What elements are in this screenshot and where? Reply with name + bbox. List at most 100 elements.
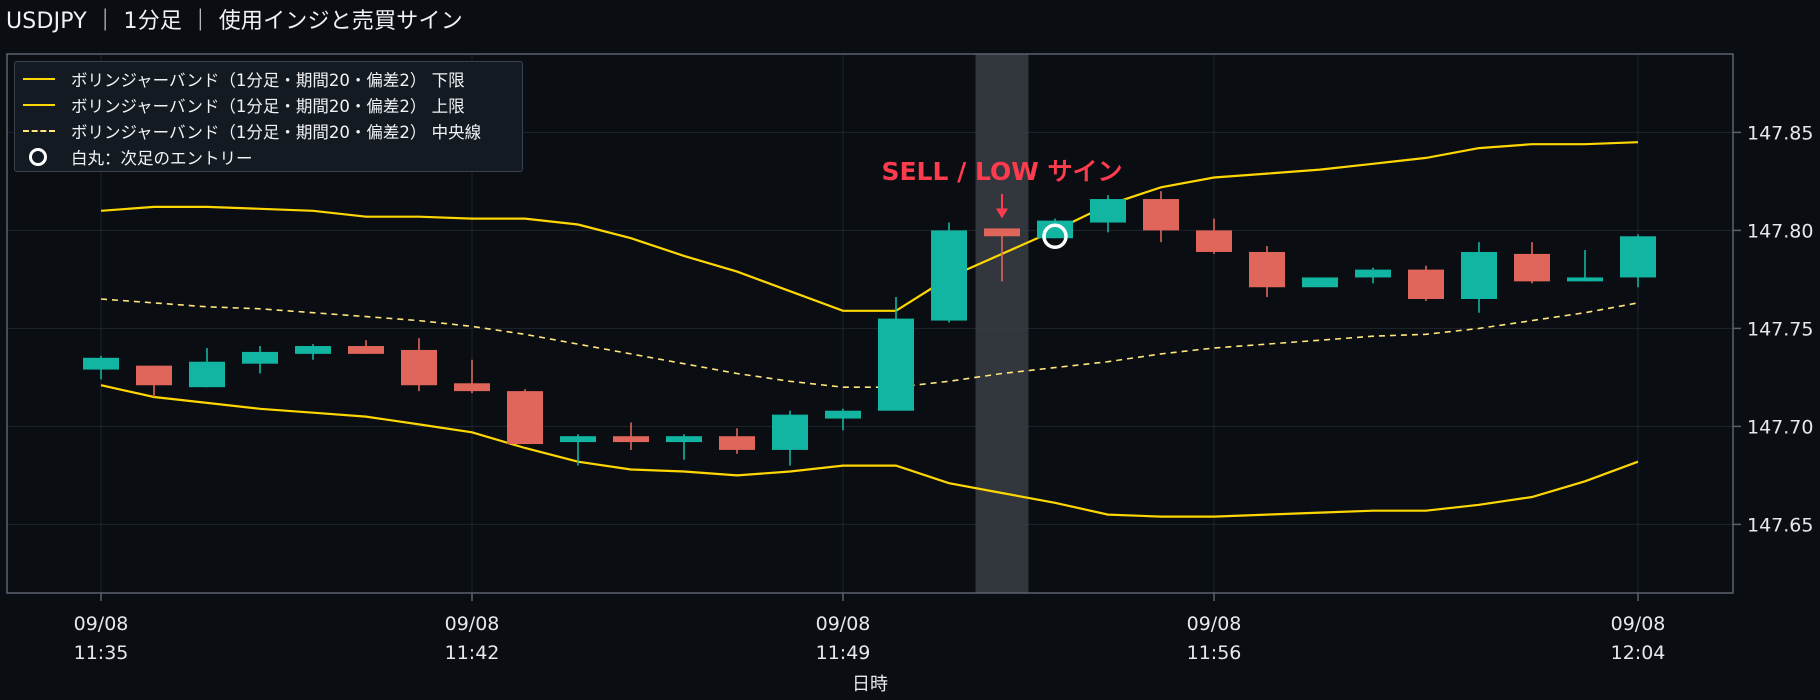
y-tick-label: 147.65 xyxy=(1747,514,1813,536)
white-circle-icon xyxy=(29,148,47,166)
candle xyxy=(613,422,649,450)
candle xyxy=(348,340,384,354)
candle xyxy=(1302,277,1338,288)
grid-lines xyxy=(7,54,1733,593)
candle xyxy=(242,346,278,374)
candle-body xyxy=(666,436,702,443)
candle-body xyxy=(136,365,172,386)
candle-body xyxy=(1461,251,1497,299)
signal-arrow-head xyxy=(996,208,1008,219)
sell-signal-label: SELL / LOW サイン xyxy=(881,157,1122,186)
x-tick-time: 11:49 xyxy=(816,642,871,664)
candle xyxy=(931,222,967,323)
x-axis-label: 日時 xyxy=(852,674,888,695)
candle xyxy=(1567,250,1603,282)
dashed-line-icon xyxy=(23,130,55,132)
candle xyxy=(1514,242,1550,284)
candle xyxy=(189,348,225,388)
candle-body xyxy=(772,414,808,450)
candle-body xyxy=(1090,199,1126,223)
candle-body xyxy=(295,346,331,354)
solid-line-icon xyxy=(23,78,55,80)
candle-body xyxy=(1408,269,1444,299)
candle xyxy=(1355,267,1391,284)
x-tick-date: 09/08 xyxy=(1187,613,1242,635)
candle-body xyxy=(984,228,1020,237)
candle-body xyxy=(348,346,384,354)
candle-body xyxy=(719,436,755,450)
x-axis-ticks: 09/08 11:35 09/08 11:42 09/08 11:49 09/08 11:56… xyxy=(74,593,1665,664)
candle-body xyxy=(1143,199,1179,231)
x-tick-time: 11:56 xyxy=(1187,642,1242,664)
legend-label: ボリンジャーバンド（1分足・期間20・偏差2） 中央線 xyxy=(71,123,482,142)
legend-item-entry-marker: 白丸：次足のエントリー xyxy=(15,144,522,170)
legend-label: ボリンジャーバンド（1分足・期間20・偏差2） 上限 xyxy=(71,97,465,116)
x-tick-time: 11:35 xyxy=(74,642,129,664)
candle-body xyxy=(1355,269,1391,278)
signal-marks: SELL / LOW サイン xyxy=(881,157,1123,250)
legend: ボリンジャーバンド（1分足・期間20・偏差2） 下限 ボリンジャーバンド（1分足… xyxy=(14,61,523,172)
candle-body xyxy=(507,391,543,445)
candle xyxy=(83,355,119,380)
candle-body xyxy=(931,230,967,321)
y-tick-label: 147.75 xyxy=(1747,318,1813,340)
candles xyxy=(83,191,1656,466)
band-line xyxy=(100,141,1639,312)
candle-body xyxy=(1249,251,1285,288)
legend-label: ボリンジャーバンド（1分足・期間20・偏差2） 下限 xyxy=(71,71,465,90)
candle-body xyxy=(1302,277,1338,288)
candle xyxy=(825,408,861,431)
y-axis-ticks: 147.65 147.70 147.75 147.80 147.85 xyxy=(1733,122,1813,536)
candle-body xyxy=(1514,253,1550,282)
candle-body xyxy=(613,436,649,443)
candle-body xyxy=(1196,230,1232,252)
bollinger-bands xyxy=(100,141,1639,518)
candle xyxy=(1620,234,1656,288)
candle xyxy=(772,410,808,466)
candle-body xyxy=(1567,277,1603,282)
entry-circle-marker xyxy=(1042,223,1068,250)
candle xyxy=(560,434,596,466)
y-tick-label: 147.70 xyxy=(1747,416,1813,438)
candle-body xyxy=(189,361,225,388)
candle xyxy=(1143,191,1179,243)
band-middle-line xyxy=(100,298,1639,388)
candle-body xyxy=(83,357,119,370)
plot-frame xyxy=(6,53,1734,594)
y-tick-label: 147.80 xyxy=(1747,220,1813,242)
x-tick-time: 11:42 xyxy=(445,642,500,664)
candle-body xyxy=(878,318,914,411)
candle xyxy=(1249,246,1285,298)
legend-label: 白丸：次足のエントリー xyxy=(71,149,253,168)
candle xyxy=(666,434,702,460)
signal-highlight xyxy=(975,54,1029,593)
candle xyxy=(1408,265,1444,301)
candle xyxy=(878,297,914,411)
y-tick-label: 147.85 xyxy=(1747,122,1813,144)
x-tick-date: 09/08 xyxy=(74,613,129,635)
candle xyxy=(507,389,543,445)
x-tick-date: 09/08 xyxy=(816,613,871,635)
page-title: USDJPY ｜ 1分足 ｜ 使用インジと売買サイン xyxy=(6,9,463,34)
band-line xyxy=(100,384,1639,518)
x-tick-date: 09/08 xyxy=(445,613,500,635)
candle xyxy=(1461,242,1497,313)
legend-item-middle-band: ボリンジャーバンド（1分足・期間20・偏差2） 中央線 xyxy=(15,118,522,144)
solid-line-icon xyxy=(23,104,55,106)
candle xyxy=(295,344,331,360)
candle-body xyxy=(1620,236,1656,278)
legend-item-lower-band: ボリンジャーバンド（1分足・期間20・偏差2） 下限 xyxy=(15,66,522,92)
legend-item-upper-band: ボリンジャーバンド（1分足・期間20・偏差2） 上限 xyxy=(15,92,522,118)
candle xyxy=(136,365,172,397)
candle-body xyxy=(825,410,861,419)
candle xyxy=(454,359,490,394)
candle-body xyxy=(454,383,490,392)
candle xyxy=(1090,195,1126,233)
candle-body xyxy=(242,351,278,364)
candle xyxy=(719,428,755,454)
candle xyxy=(1196,218,1232,254)
candle-body xyxy=(560,436,596,443)
candle xyxy=(984,228,1020,282)
candle xyxy=(401,338,437,392)
